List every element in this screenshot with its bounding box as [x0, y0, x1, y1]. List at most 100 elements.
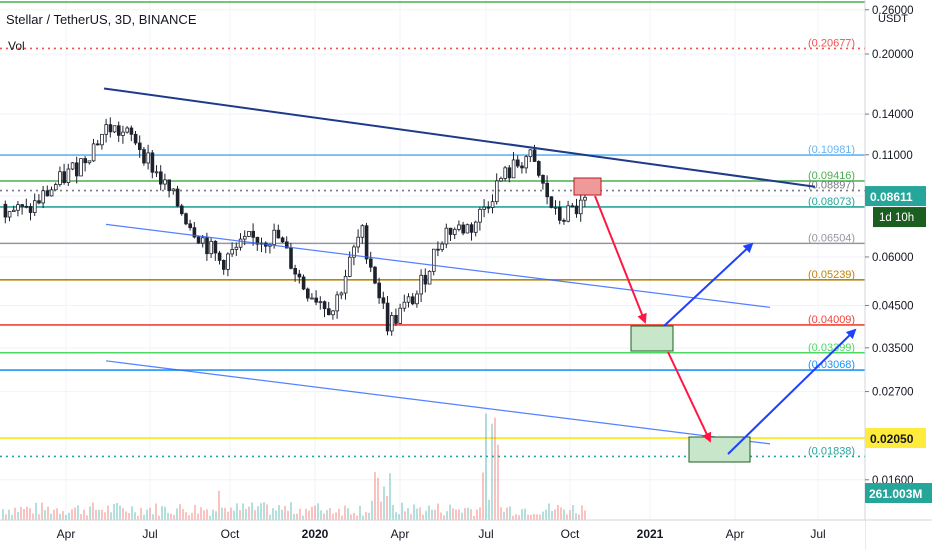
price-tag: 0.02050 — [865, 428, 926, 448]
price-tag-label: 0.08611 — [870, 190, 913, 204]
volume-bar — [146, 509, 148, 520]
candle-body — [247, 230, 251, 237]
volume-bar — [491, 423, 493, 520]
volume-bar — [161, 506, 163, 520]
price-axis[interactable] — [865, 0, 932, 550]
volume-bar — [182, 509, 184, 520]
volume-bar — [158, 515, 160, 520]
volume-bar — [356, 515, 358, 520]
volume-bar — [71, 509, 73, 520]
candle-body — [494, 180, 499, 203]
candle-body — [297, 273, 302, 278]
candle-body — [440, 243, 444, 250]
candle-body — [385, 302, 390, 332]
chart-title: Stellar / TetherUS, 3D, BINANCE — [6, 12, 197, 27]
volume-bar — [338, 508, 340, 520]
candle-body — [377, 282, 381, 299]
volume-indicator-label: Vol — [8, 39, 25, 53]
target-zone-box-1[interactable] — [630, 325, 674, 352]
volume-bar — [98, 509, 100, 520]
candle-body — [221, 260, 226, 270]
level-label: (0.10981) — [808, 144, 855, 156]
volume-bar — [515, 514, 517, 520]
candle-body — [41, 190, 45, 204]
candle-body — [402, 301, 407, 309]
candle-body — [16, 204, 20, 211]
volume-bar — [506, 507, 508, 520]
candle-body — [314, 297, 318, 303]
volume-bar — [152, 514, 154, 520]
candle-body — [520, 165, 524, 169]
volume-bar — [68, 512, 70, 520]
volume-bar — [548, 503, 550, 520]
candle-body — [537, 161, 541, 176]
target-zone-box-2[interactable] — [688, 436, 751, 463]
volume-bar — [527, 514, 529, 520]
volume-bar — [287, 510, 289, 520]
volume-bar — [269, 514, 271, 520]
current-zone-box[interactable] — [573, 177, 602, 196]
volume-bar — [221, 507, 223, 520]
volume-bar — [230, 507, 232, 520]
time-axis[interactable] — [0, 520, 865, 550]
volume-bar — [128, 512, 130, 520]
volume-bar — [380, 501, 382, 520]
time-tick-label: Apr — [391, 527, 410, 541]
volume-bar — [14, 507, 16, 520]
volume-bar — [275, 510, 277, 520]
volume-bar — [377, 477, 379, 520]
price-tick-label: 0.02700 — [872, 387, 914, 399]
volume-bar — [17, 512, 19, 520]
candle-body — [83, 158, 88, 164]
candle-body — [427, 270, 432, 285]
volume-bar — [26, 506, 28, 520]
level-label: (0.08073) — [808, 196, 855, 208]
volume-bar — [80, 514, 82, 520]
candle-body — [62, 171, 66, 184]
volume-bar — [140, 507, 142, 520]
volume-bar — [23, 509, 25, 520]
candle-body — [91, 143, 96, 162]
candle-body — [574, 205, 579, 215]
volume-bar — [389, 473, 391, 520]
volume-bar — [509, 506, 511, 520]
volume-bar — [179, 504, 181, 520]
candle-body — [289, 247, 293, 269]
volume-bar — [500, 507, 502, 520]
time-tick-label: 2020 — [302, 527, 329, 541]
volume-bar — [92, 502, 94, 520]
volume-tag-label: 261.003M — [869, 487, 922, 501]
volume-bar — [476, 509, 478, 520]
volume-bars — [2, 413, 586, 520]
candle-body — [570, 205, 575, 208]
volume-bar — [77, 505, 79, 520]
volume-bar — [155, 503, 157, 520]
volume-bar — [371, 500, 373, 520]
candle-body — [3, 203, 8, 218]
volume-bar — [143, 514, 145, 520]
volume-bar — [125, 511, 127, 520]
volume-bar — [443, 515, 445, 520]
volume-bar — [518, 515, 520, 520]
price-tick-label: 0.14000 — [872, 109, 914, 121]
level-label: (0.03399) — [808, 342, 855, 354]
volume-bar — [50, 513, 52, 520]
candle-body — [301, 276, 306, 290]
candle-body — [108, 124, 113, 133]
candle-body — [389, 315, 394, 332]
volume-bar — [455, 509, 457, 520]
volume-bar — [110, 512, 112, 520]
volume-bar — [308, 510, 310, 520]
volume-bar — [479, 507, 481, 520]
candle-body — [331, 310, 335, 316]
channel-mid-line — [105, 223, 771, 308]
volume-bar — [218, 490, 220, 520]
candle-body — [179, 205, 184, 215]
candle-body — [20, 204, 24, 207]
volume-bar — [473, 515, 475, 520]
volume-bar — [239, 510, 241, 520]
volume-bar — [188, 515, 190, 520]
volume-bar — [398, 514, 400, 520]
down-arrow-2 — [667, 351, 712, 443]
